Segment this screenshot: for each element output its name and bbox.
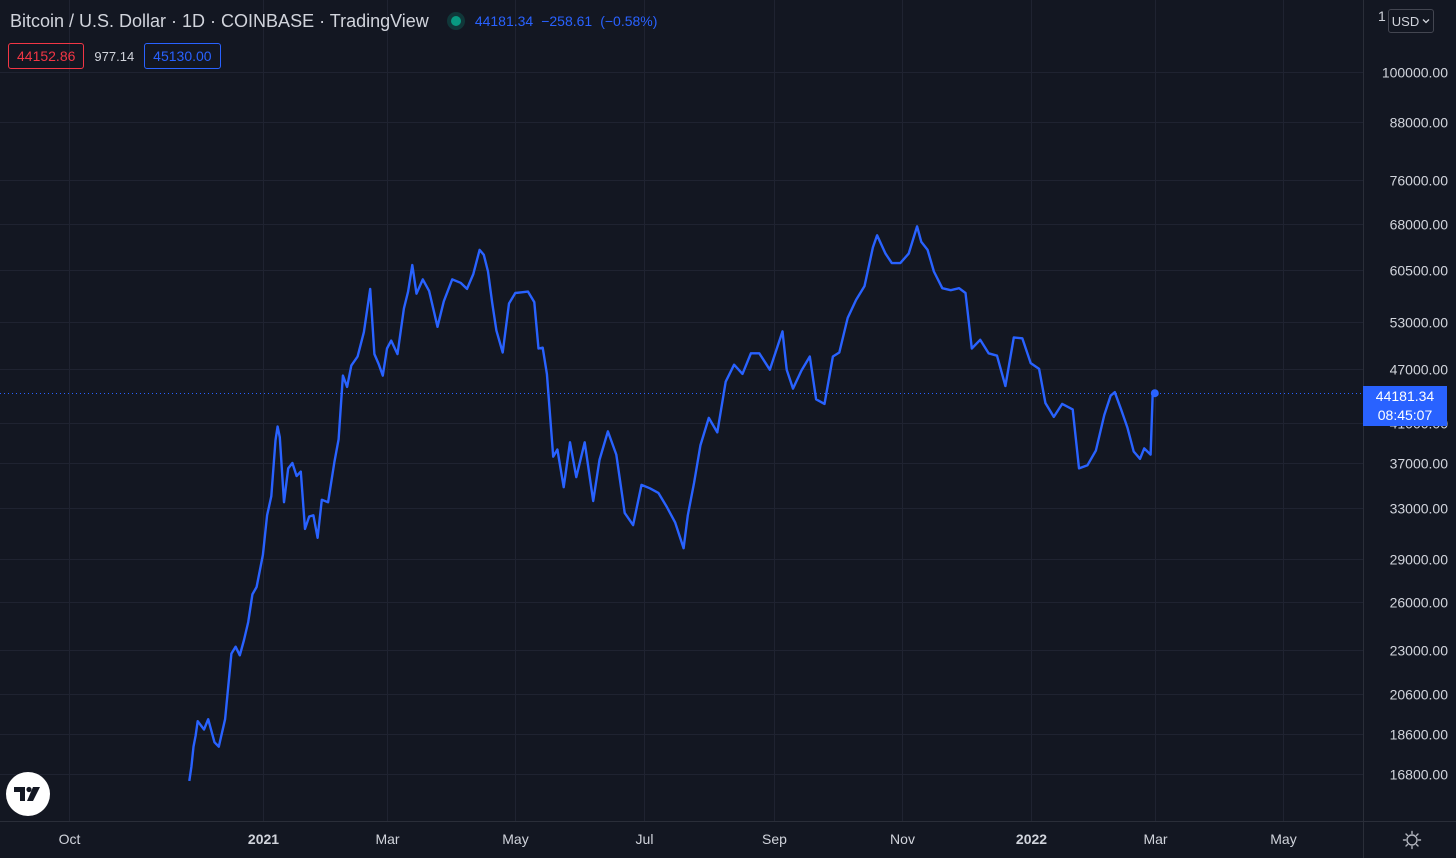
x-tick-label: 2021 — [248, 831, 279, 847]
x-tick-label: Mar — [375, 831, 399, 847]
price-axis[interactable]: 100000.00 88000.00 76000.00 68000.00 60500.0… — [1378, 8, 1448, 783]
x-tick-label: Sep — [762, 831, 787, 847]
x-tick-label: May — [502, 831, 528, 847]
tradingview-logo-icon[interactable] — [6, 772, 50, 816]
x-tick-label: 2022 — [1016, 831, 1047, 847]
y-tick-label: 37000.00 — [1390, 456, 1449, 472]
chart-grid — [0, 0, 1363, 821]
y-tick-label: 33000.00 — [1390, 501, 1449, 517]
x-tick-label: Nov — [890, 831, 915, 847]
blue-value-badge[interactable]: 45130.00 — [144, 43, 221, 69]
y-tick-label: 88000.00 — [1390, 115, 1449, 131]
current-price-label: 44181.34 08:45:07 — [1363, 386, 1447, 426]
y-tick-label: 18600.00 — [1390, 727, 1449, 743]
price-change: −258.61 — [541, 13, 593, 29]
y-tick-label: 29000.00 — [1390, 552, 1449, 568]
currency-button[interactable]: USD — [1388, 9, 1434, 33]
chevron-down-icon — [1422, 19, 1430, 24]
bar-countdown: 08:45:07 — [1377, 407, 1433, 423]
market-status-icon — [450, 16, 461, 26]
x-tick-label: Jul — [636, 831, 654, 847]
plain-value: 977.14 — [94, 48, 135, 64]
y-tick-label: 53000.00 — [1390, 315, 1449, 331]
x-tick-label: May — [1270, 831, 1296, 847]
price-series-line — [188, 225, 1155, 782]
y-tick-label: 26000.00 — [1390, 595, 1449, 611]
red-value-badge[interactable]: 44152.86 — [8, 43, 85, 69]
chart-header: Bitcoin / U.S. Dollar · 1D · COINBASE · … — [10, 9, 665, 33]
price-change-percent: (−0.58%) — [600, 13, 658, 29]
legend-values: 44152.86 977.14 45130.00 — [8, 43, 221, 69]
y-tick-label-partial: 1 — [1378, 8, 1386, 24]
y-tick-label: 60500.00 — [1390, 263, 1449, 279]
x-tick-label: Oct — [59, 831, 81, 847]
y-tick-label: 100000.00 — [1382, 65, 1448, 81]
y-tick-label: 16800.00 — [1390, 767, 1449, 783]
last-price-info: 44181.34 −258.61 (−0.58%) — [475, 13, 666, 29]
last-price: 44181.34 — [474, 13, 534, 29]
last-price-dot — [1150, 389, 1159, 398]
y-tick-label: 23000.00 — [1390, 643, 1449, 659]
time-axis[interactable]: Oct 2021 Mar May Jul Sep Nov 2022 Mar May — [59, 831, 1297, 847]
x-tick-label: Mar — [1143, 831, 1167, 847]
currency-label: USD — [1391, 13, 1420, 29]
settings-gear-icon[interactable] — [1398, 826, 1426, 854]
y-tick-label: 68000.00 — [1390, 217, 1449, 233]
y-tick-label: 47000.00 — [1390, 362, 1449, 378]
symbol-title[interactable]: Bitcoin / U.S. Dollar · 1D · COINBASE · … — [10, 10, 429, 31]
y-tick-label: 20600.00 — [1390, 687, 1449, 703]
y-tick-label: 76000.00 — [1390, 173, 1449, 189]
current-price-value: 44181.34 — [1375, 388, 1435, 404]
